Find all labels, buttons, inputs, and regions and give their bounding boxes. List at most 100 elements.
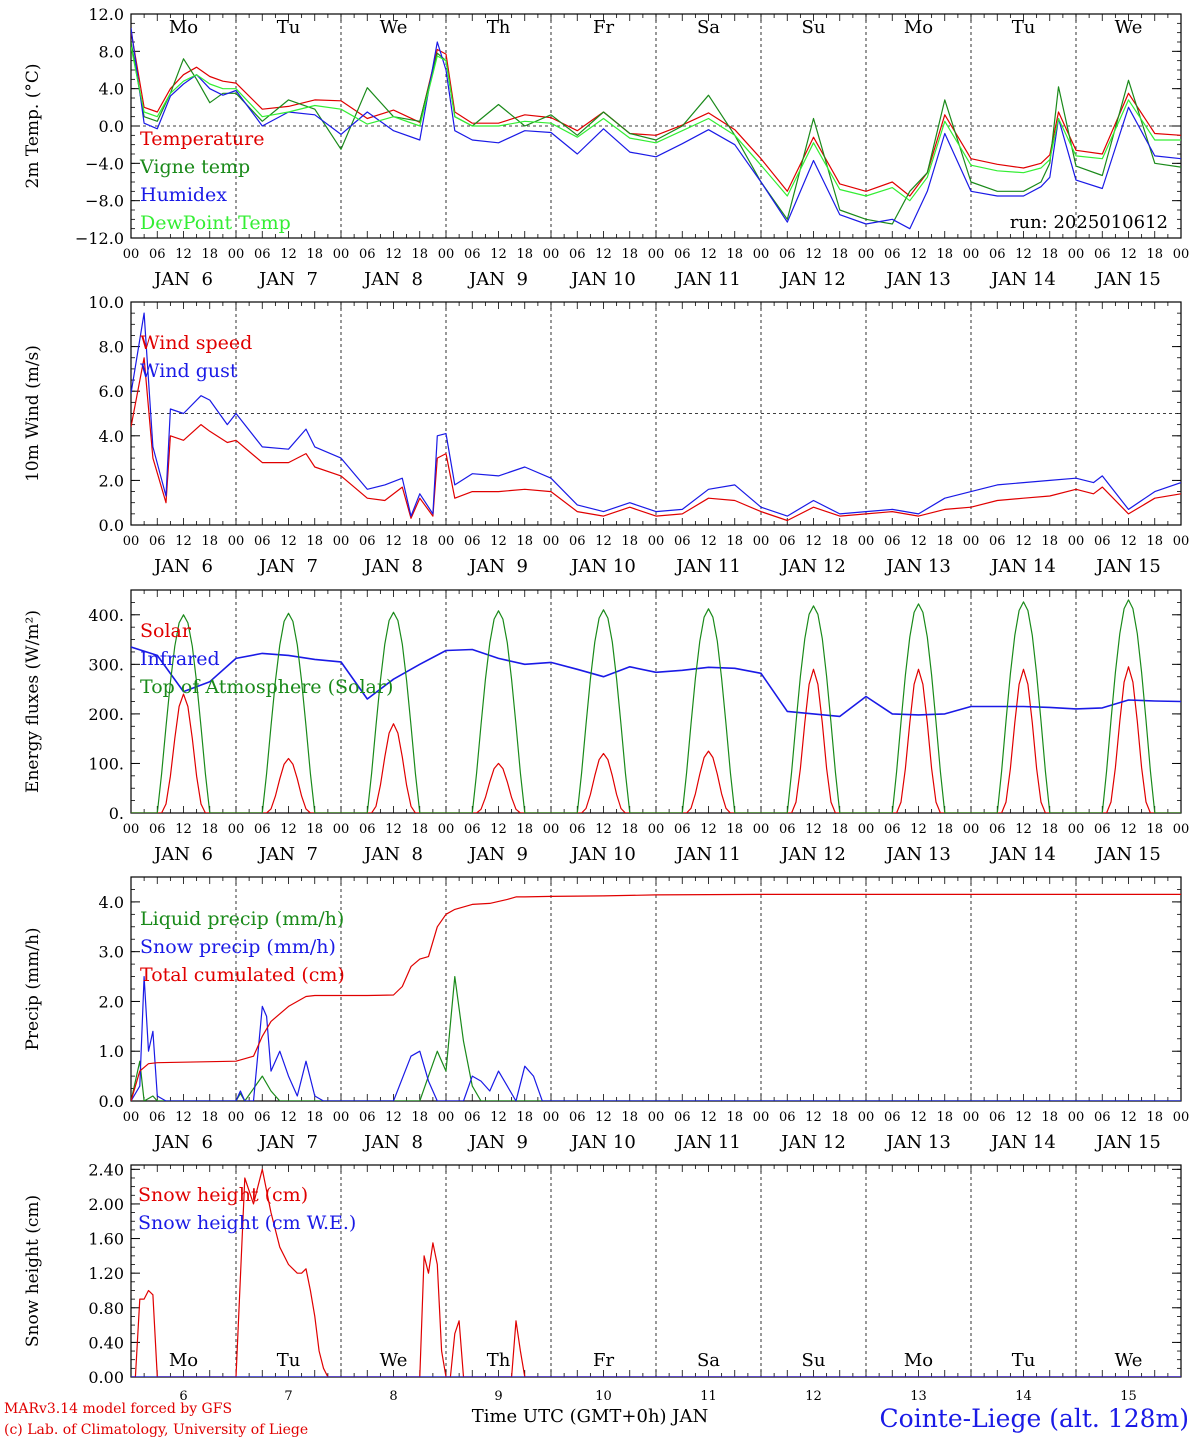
day-number-label: 12 bbox=[805, 1389, 822, 1404]
hour-tick-label: 00 bbox=[648, 247, 665, 262]
series-line-precip-0 bbox=[131, 976, 1181, 1101]
hour-tick-label: 06 bbox=[884, 534, 901, 549]
hour-tick-label: 18 bbox=[516, 247, 533, 262]
date-label: JAN 9 bbox=[467, 1132, 528, 1153]
hour-tick-label: 06 bbox=[254, 247, 271, 262]
series-line-wind-1 bbox=[131, 312, 1181, 517]
legend-entry-energy-2: Top of Atmosphere (Solar) bbox=[140, 676, 393, 698]
series-line-snow-0 bbox=[131, 1168, 1181, 1377]
date-label: JAN 13 bbox=[884, 556, 951, 577]
hour-tick-label: 18 bbox=[726, 534, 743, 549]
hour-tick-label: 18 bbox=[1041, 822, 1058, 837]
hour-tick-label: 18 bbox=[306, 534, 323, 549]
hour-tick-label: 00 bbox=[123, 1110, 140, 1125]
y-tick-label: 400. bbox=[88, 606, 124, 625]
hour-tick-label: 18 bbox=[726, 1110, 743, 1125]
weekday-label: We bbox=[380, 17, 408, 38]
hour-tick-label: 18 bbox=[831, 534, 848, 549]
hour-tick-label: 00 bbox=[543, 247, 560, 262]
legend-entry-wind-0: Wind speed bbox=[140, 332, 252, 354]
hour-tick-label: 12 bbox=[700, 534, 717, 549]
hour-tick-label: 00 bbox=[753, 534, 770, 549]
hour-tick-label: 12 bbox=[805, 822, 822, 837]
hour-tick-label: 06 bbox=[674, 534, 691, 549]
hour-tick-label: 12 bbox=[700, 1110, 717, 1125]
hour-tick-label: 12 bbox=[805, 534, 822, 549]
date-label: JAN 15 bbox=[1094, 269, 1161, 290]
series-group-precip bbox=[131, 893, 1181, 1101]
hour-tick-label: 18 bbox=[1146, 1110, 1163, 1125]
series-line-energy-2 bbox=[131, 599, 1181, 813]
hour-tick-label: 06 bbox=[1094, 534, 1111, 549]
date-label: JAN 11 bbox=[674, 556, 741, 577]
hour-tick-label: 06 bbox=[149, 534, 166, 549]
series-group-energy bbox=[131, 599, 1181, 813]
series-line-precip-1 bbox=[131, 976, 1181, 1101]
hour-tick-label: 00 bbox=[1068, 1110, 1085, 1125]
weekday-label: Mo bbox=[169, 1350, 198, 1371]
hour-tick-label: 12 bbox=[175, 247, 192, 262]
hour-tick-label: 18 bbox=[1146, 534, 1163, 549]
hour-tick-label: 00 bbox=[1173, 534, 1190, 549]
hour-tick-label: 06 bbox=[359, 1110, 376, 1125]
day-number-label: 13 bbox=[910, 1389, 927, 1404]
y-tick-label: 2.40 bbox=[88, 1160, 124, 1179]
date-label: JAN 15 bbox=[1094, 844, 1161, 865]
hour-tick-label: 00 bbox=[858, 822, 875, 837]
weekday-label: We bbox=[1115, 1350, 1143, 1371]
hour-tick-label: 00 bbox=[648, 822, 665, 837]
hour-tick-label: 00 bbox=[858, 247, 875, 262]
hour-tick-label: 12 bbox=[175, 822, 192, 837]
weekday-label: Th bbox=[487, 17, 511, 38]
y-tick-label: 2.00 bbox=[88, 1195, 124, 1214]
hour-tick-label: 06 bbox=[779, 1110, 796, 1125]
weekday-label: Th bbox=[487, 1350, 511, 1371]
hour-tick-label: 18 bbox=[411, 247, 428, 262]
hour-tick-label: 06 bbox=[779, 247, 796, 262]
hour-tick-label: 12 bbox=[280, 534, 297, 549]
hour-tick-label: 06 bbox=[149, 822, 166, 837]
date-label: JAN 9 bbox=[467, 844, 528, 865]
hour-tick-label: 06 bbox=[674, 1110, 691, 1125]
date-label: JAN 8 bbox=[362, 1132, 423, 1153]
hour-tick-label: 12 bbox=[490, 247, 507, 262]
hour-tick-label: 12 bbox=[385, 822, 402, 837]
hour-tick-label: 06 bbox=[359, 534, 376, 549]
date-label: JAN 10 bbox=[569, 269, 636, 290]
hour-tick-label: 12 bbox=[595, 822, 612, 837]
hour-tick-label: 18 bbox=[516, 1110, 533, 1125]
y-axis-label-wind: 10m Wind (m/s) bbox=[23, 345, 43, 482]
hour-tick-label: 06 bbox=[884, 1110, 901, 1125]
date-label: JAN 9 bbox=[467, 556, 528, 577]
date-label: JAN 14 bbox=[989, 556, 1056, 577]
hour-tick-label: 12 bbox=[175, 534, 192, 549]
date-label: JAN 12 bbox=[779, 1132, 846, 1153]
hour-tick-label: 00 bbox=[963, 1110, 980, 1125]
legend-entry-temperature-0: Temperature bbox=[140, 128, 264, 150]
hour-tick-label: 00 bbox=[228, 1110, 245, 1125]
panel-snow: 2.40 2.00 1.60 1.20 0.80 0.40 0.00 Snow height … bbox=[23, 1160, 1182, 1404]
hour-tick-label: 06 bbox=[359, 247, 376, 262]
weekday-label: Mo bbox=[904, 1350, 933, 1371]
hour-tick-label: 18 bbox=[306, 1110, 323, 1125]
date-label: JAN 8 bbox=[362, 269, 423, 290]
weekday-label: Tu bbox=[277, 17, 301, 38]
series-group-wind bbox=[131, 312, 1181, 522]
hour-tick-label: 12 bbox=[910, 247, 927, 262]
hour-tick-label: 18 bbox=[936, 534, 953, 549]
date-label: JAN 14 bbox=[989, 1132, 1056, 1153]
date-label: JAN 12 bbox=[779, 269, 846, 290]
hour-tick-label: 06 bbox=[1094, 1110, 1111, 1125]
hour-tick-label: 18 bbox=[411, 534, 428, 549]
hour-tick-label: 12 bbox=[1120, 822, 1137, 837]
hour-tick-label: 12 bbox=[595, 534, 612, 549]
hour-tick-label: 06 bbox=[674, 822, 691, 837]
hour-tick-label: 00 bbox=[1068, 534, 1085, 549]
y-tick-label: 12.0 bbox=[88, 5, 124, 24]
hour-tick-label: 00 bbox=[1068, 247, 1085, 262]
hour-tick-label: 18 bbox=[726, 822, 743, 837]
hour-tick-label: 06 bbox=[464, 822, 481, 837]
run-label: run: 2025010612 bbox=[1010, 212, 1168, 233]
legend-entry-snow-0: Snow height (cm) bbox=[138, 1184, 308, 1206]
weekday-label: Tu bbox=[277, 1350, 301, 1371]
